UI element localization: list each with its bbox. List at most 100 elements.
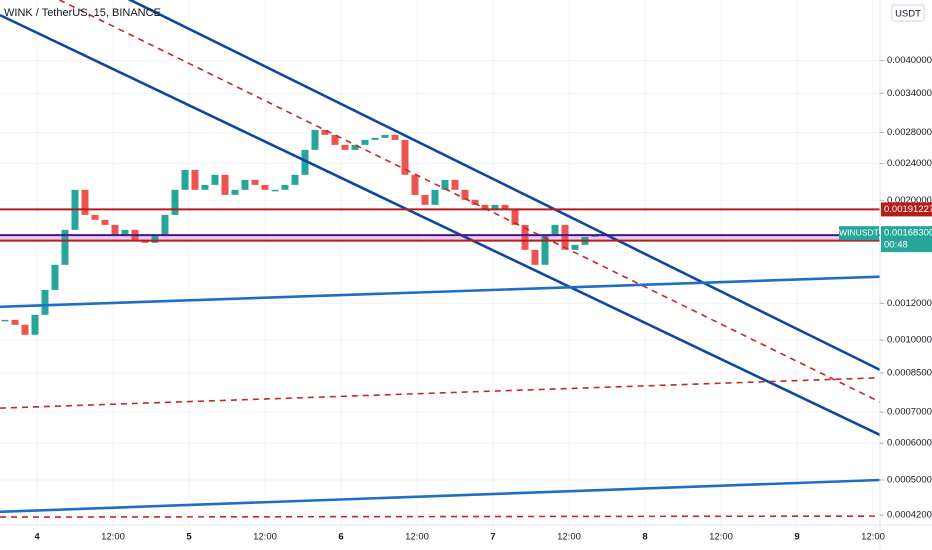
candle (411, 174, 419, 195)
candle (91, 214, 99, 220)
candle (231, 189, 239, 195)
zone (0, 235, 880, 241)
candle (331, 134, 339, 145)
candle (221, 174, 229, 195)
trendline (57, 0, 880, 403)
candle (351, 144, 359, 150)
candle (401, 139, 409, 175)
candle (11, 319, 19, 325)
candle (431, 189, 439, 205)
candle (241, 179, 249, 190)
candle (291, 174, 299, 185)
trendline (127, 0, 880, 372)
x-tick-label: 12:00 (861, 532, 885, 543)
x-tick-label: 12:00 (709, 532, 733, 543)
candle (261, 184, 269, 190)
x-tick-label: 12:00 (557, 532, 581, 543)
candle (571, 244, 579, 250)
level-label-box (881, 202, 932, 217)
symbol-tag (839, 226, 879, 241)
candle (461, 189, 469, 200)
candle (51, 264, 59, 290)
plot-area (0, 0, 880, 525)
candle (21, 324, 29, 335)
trendline (0, 376, 880, 409)
candle (121, 229, 129, 235)
candle (211, 174, 219, 185)
trendline (0, 13, 880, 437)
x-tick-label: 5 (186, 532, 192, 543)
candle (451, 179, 459, 190)
candle (41, 289, 49, 315)
candle (541, 234, 549, 265)
x-tick-label: 12:00 (253, 532, 277, 543)
candle (471, 199, 479, 205)
candle (421, 194, 429, 205)
candle (551, 224, 559, 235)
trendline (0, 275, 880, 309)
x-tick-label: 8 (642, 532, 647, 543)
candle (511, 209, 519, 225)
candle (311, 129, 319, 150)
currency-button[interactable] (891, 4, 925, 22)
candle (301, 149, 309, 175)
candle (161, 214, 169, 235)
trendline (0, 515, 880, 518)
candle (271, 189, 279, 192)
level-label: 0.00191227 (884, 204, 932, 215)
last-price-label: 0.00168300 (884, 228, 932, 239)
trendline (0, 478, 880, 514)
candle (361, 139, 369, 145)
candle (371, 137, 379, 140)
chart-title: WINK / TetherUS, 15, BINANCE (4, 7, 161, 19)
candle (391, 134, 399, 140)
candle (111, 224, 119, 235)
candle (281, 184, 289, 190)
candle (441, 179, 449, 190)
candle (101, 219, 109, 225)
y-tick-label: 0.00042000 (887, 510, 932, 521)
candle (181, 169, 189, 190)
x-tick-label: 4 (34, 532, 40, 543)
symbol-label: WINUSDT (839, 227, 879, 237)
countdown-label: 00:48 (884, 240, 908, 251)
candle (81, 189, 89, 215)
candle (341, 144, 349, 150)
currency-label[interactable]: USDT (895, 9, 921, 20)
candle (61, 229, 69, 265)
candle (31, 314, 39, 335)
candle (381, 134, 389, 138)
x-tick-label: 9 (794, 532, 799, 543)
candle (321, 129, 329, 135)
candle (171, 189, 179, 215)
candle (1, 319, 9, 322)
x-tick-label: 6 (338, 532, 343, 543)
candle (561, 224, 569, 250)
last-price-box (881, 226, 932, 253)
candle (531, 249, 539, 265)
x-tick-label: 7 (490, 532, 495, 543)
candle (151, 234, 159, 243)
candle (521, 224, 529, 250)
candle (481, 204, 489, 210)
x-tick-label: 12:00 (405, 532, 429, 543)
x-tick-label: 12:00 (101, 532, 125, 543)
candle (201, 184, 209, 190)
candle (501, 204, 509, 210)
candle (491, 204, 499, 210)
